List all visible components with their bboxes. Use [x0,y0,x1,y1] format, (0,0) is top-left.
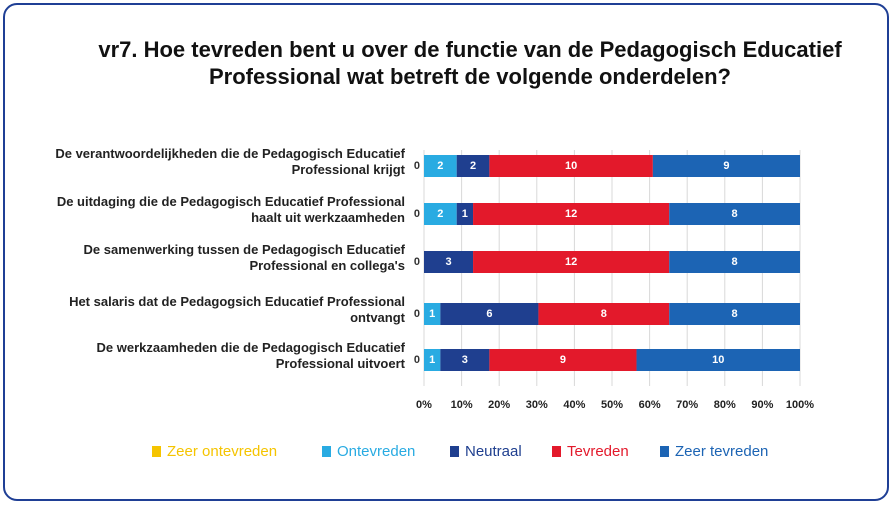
bar-segment [473,203,670,225]
legend-label: Neutraal [465,443,522,460]
category-label: De werkzaamheden die de Pedagogisch Educ… [96,340,405,371]
category-label: De verantwoordelijkheden die de Pedagogi… [55,146,405,177]
value-label: 10 [565,160,577,172]
bar-segment [473,251,670,273]
value-label: 1 [462,208,468,220]
legend-swatch [322,446,331,457]
x-tick-label: 70% [676,399,698,411]
frame [3,3,889,501]
legend-swatch [152,446,161,457]
bar-segment [669,303,800,325]
bar-segment [424,251,474,273]
chart-title: vr7. Hoe tevreden bent u over de functie… [98,37,842,89]
legend-label: Zeer ontevreden [167,443,277,460]
value-label: 3 [445,256,451,268]
value-label: 0 [414,160,420,172]
legend-label: Ontevreden [337,443,415,460]
bar-segment [424,349,441,371]
value-label: 8 [601,308,607,320]
x-tick-label: 40% [563,399,585,411]
value-label: 9 [723,160,729,172]
x-tick-label: 20% [488,399,510,411]
x-tick-label: 0% [416,399,432,411]
bar-segment [652,155,800,177]
legend-swatch [552,446,561,457]
bar-segment [669,203,800,225]
value-label: 12 [565,256,577,268]
legend-label: Tevreden [567,443,629,460]
value-label: 8 [732,308,738,320]
category-label: De uitdaging die de Pedagogisch Educatie… [56,194,405,225]
value-label: 9 [560,354,566,366]
bar-segment [440,303,539,325]
legend-swatch [450,446,459,457]
value-label: 2 [437,160,443,172]
bar-segment [489,349,637,371]
x-tick-label: 100% [786,399,814,411]
value-label: 8 [732,208,738,220]
value-label: 0 [414,208,420,220]
x-tick-label: 30% [526,399,548,411]
legend-label: Zeer tevreden [675,443,768,460]
bar-segment [424,155,457,177]
x-tick-label: 10% [451,399,473,411]
category-label: Het salaris dat de Pedagogsich Educatief… [69,294,405,325]
value-label: 8 [732,256,738,268]
category-label: De samenwerking tussen de Pedagogisch Ed… [83,242,405,273]
value-label: 3 [462,354,468,366]
bar-segment [440,349,490,371]
value-label: 0 [414,354,420,366]
bar-segment [424,303,441,325]
x-tick-label: 50% [601,399,623,411]
bar-segment [538,303,670,325]
bar-segment [669,251,800,273]
bar-segment [424,203,457,225]
value-label: 1 [429,354,435,366]
value-label: 1 [429,308,435,320]
value-label: 2 [470,160,476,172]
bar-segment [456,155,490,177]
value-label: 10 [712,354,724,366]
value-label: 0 [414,308,420,320]
legend-swatch [660,446,669,457]
bar-segment [456,203,474,225]
value-label: 6 [486,308,492,320]
bar-segment [489,155,653,177]
x-tick-label: 80% [714,399,736,411]
bar-segment [636,349,800,371]
x-tick-label: 60% [639,399,661,411]
value-label: 12 [565,208,577,220]
value-label: 2 [437,208,443,220]
value-label: 0 [414,256,420,268]
x-tick-label: 90% [751,399,773,411]
